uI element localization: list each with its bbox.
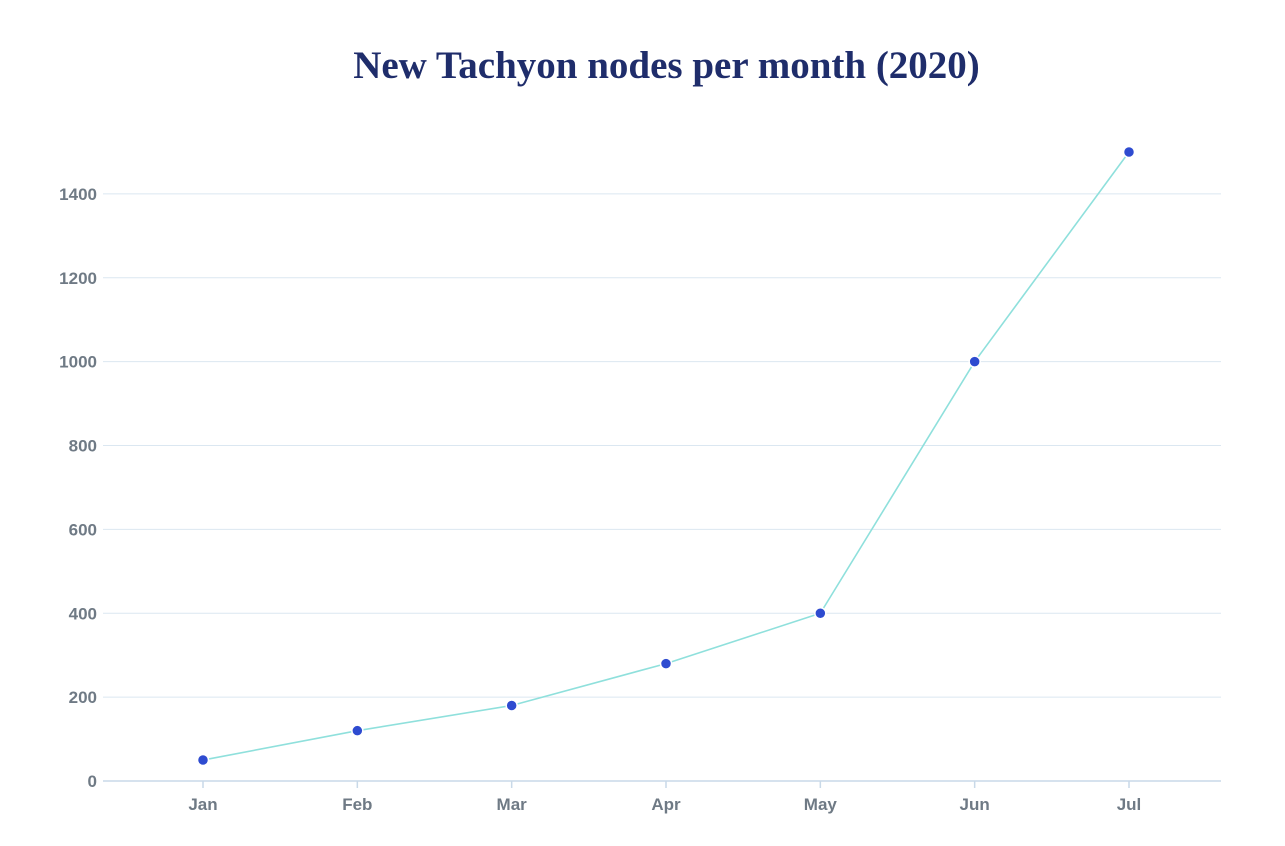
y-tick-label: 600 bbox=[69, 520, 97, 539]
y-tick-label: 1200 bbox=[59, 269, 97, 288]
label-layer: 0 200 400 600 800 1000 1200 1400 Jan Feb Mar Apr May… bbox=[59, 185, 1141, 814]
axis-layer bbox=[103, 780, 1221, 788]
y-tick-label: 1000 bbox=[59, 353, 97, 372]
y-tick-label: 400 bbox=[69, 604, 97, 623]
x-tick-label: Apr bbox=[651, 795, 681, 814]
data-point-jul[interactable] bbox=[1122, 145, 1136, 159]
y-tick-label: 800 bbox=[69, 437, 97, 456]
chart-title: New Tachyon nodes per month (2020) bbox=[353, 44, 980, 87]
x-tick-label: Jun bbox=[960, 795, 990, 814]
x-tick-label: Mar bbox=[497, 795, 528, 814]
x-tick-label: May bbox=[804, 795, 838, 814]
x-tick-label: Jul bbox=[1117, 795, 1142, 814]
y-tick-label: 0 bbox=[88, 772, 97, 791]
y-tick-label: 1400 bbox=[59, 185, 97, 204]
data-point-feb[interactable] bbox=[351, 724, 364, 737]
data-point-jan[interactable] bbox=[196, 753, 210, 767]
data-point-mar[interactable] bbox=[505, 699, 518, 712]
y-tick-label: 200 bbox=[69, 688, 97, 707]
data-point-jun[interactable] bbox=[968, 355, 981, 368]
data-point-may[interactable] bbox=[814, 607, 827, 620]
data-point-apr[interactable] bbox=[659, 657, 673, 670]
series-layer bbox=[196, 145, 1136, 767]
x-tick-label: Jan bbox=[188, 795, 217, 814]
x-tick-label: Feb bbox=[342, 795, 372, 814]
grid-layer bbox=[103, 193, 1221, 698]
